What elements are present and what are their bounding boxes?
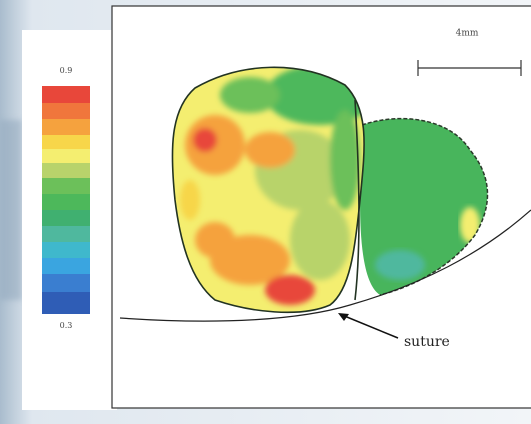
colorbar-max-label: 0.9 bbox=[60, 66, 73, 75]
background-shade bbox=[0, 120, 22, 300]
left-region bbox=[172, 67, 365, 313]
arrow-head bbox=[338, 313, 349, 321]
right-outline bbox=[361, 117, 489, 296]
divider bbox=[354, 99, 360, 301]
annotation-arrow bbox=[341, 314, 399, 339]
suture-line bbox=[119, 209, 531, 322]
colorbar bbox=[42, 86, 90, 314]
scale-bar-label: 4mm bbox=[456, 29, 479, 39]
annotation-label: suture bbox=[404, 334, 450, 350]
colorbar-min-label: 0.3 bbox=[60, 321, 73, 330]
scale-bar bbox=[417, 60, 522, 76]
left-outline bbox=[171, 66, 365, 314]
